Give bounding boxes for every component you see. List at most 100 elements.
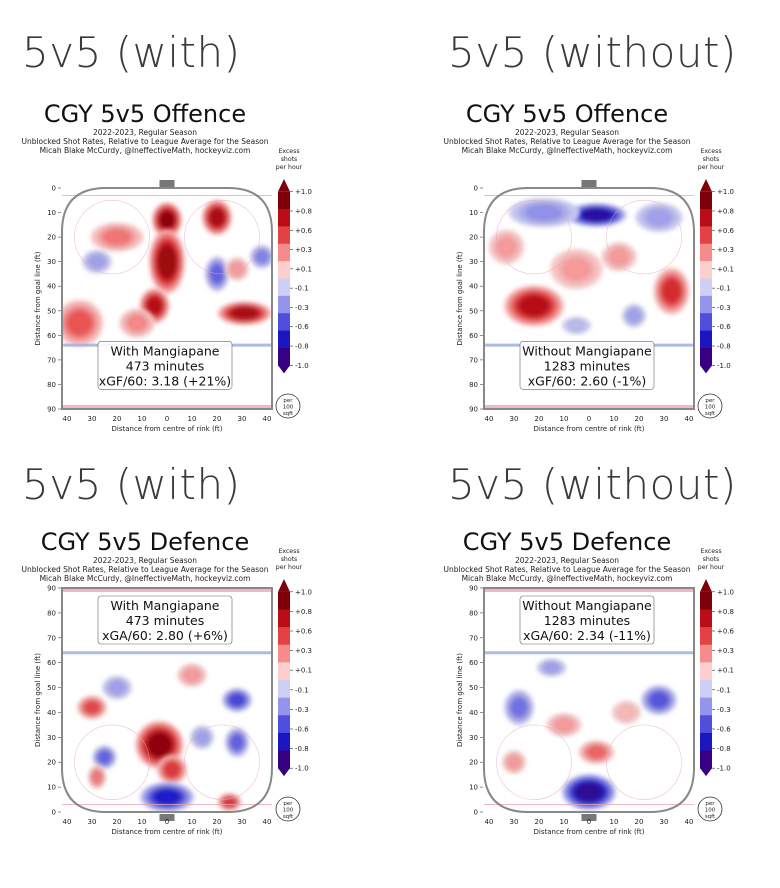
contour-line <box>616 704 637 721</box>
y-axis-label: Distance from goal line (ft) <box>456 653 464 747</box>
contour-line <box>603 243 635 270</box>
faceoff-circle <box>184 199 260 275</box>
hotspot <box>77 695 107 720</box>
faceoff-circle <box>606 724 682 800</box>
hotspot <box>62 299 104 347</box>
colorbar-segment <box>278 243 290 262</box>
contour-line <box>527 205 561 220</box>
contour-line <box>659 275 684 308</box>
colorbar-segment <box>700 680 712 699</box>
colorbar-label: -1.0 <box>717 765 731 773</box>
x-tick-label: 0 <box>587 818 591 826</box>
x-tick-label: 30 <box>88 415 97 423</box>
x-tick-label: 20 <box>113 818 122 826</box>
colorbar-label: +1.0 <box>717 588 734 596</box>
x-tick-label: 40 <box>63 415 72 423</box>
colorbar-segment <box>278 278 290 297</box>
colorbar-label: +1.0 <box>295 588 312 596</box>
unit-label: sqft <box>705 411 716 417</box>
hotspot <box>536 658 567 677</box>
chart-subtitle-2: Unblocked Shot Rates, Relative to League… <box>443 137 691 146</box>
contour-line <box>642 207 676 228</box>
hotspot-contour <box>511 698 527 717</box>
faceoff-circle <box>74 199 150 275</box>
contour-line <box>158 246 176 277</box>
contour-line <box>184 669 200 681</box>
chart-title: CGY 5v5 Defence <box>40 528 250 556</box>
contour-line <box>508 695 530 720</box>
contour-line <box>92 771 102 783</box>
unit-label: 100 <box>283 405 294 411</box>
contour-line <box>498 238 515 256</box>
faceoff-circle <box>74 724 150 800</box>
colorbar-title: shots <box>281 156 298 163</box>
colorbar-title: per hour <box>698 564 725 571</box>
goal-net <box>581 814 597 821</box>
y-tick-label: 90 <box>47 585 56 593</box>
y-tick-label: 10 <box>469 209 478 217</box>
contour-line <box>647 210 671 225</box>
y-tick-label: 90 <box>469 406 478 414</box>
y-tick-label: 40 <box>469 709 478 717</box>
colorbar-segment <box>700 330 712 349</box>
hotspot-contour <box>84 701 100 714</box>
contour-line <box>650 692 668 708</box>
hotspot-contour <box>575 783 603 802</box>
contour-line <box>209 209 225 226</box>
colorbar-top-cap <box>278 179 290 192</box>
colorbar-title: per hour <box>276 164 303 171</box>
hotspot-contour <box>628 309 640 322</box>
unit-label: sqft <box>283 411 294 417</box>
hotspot-contour <box>569 321 584 330</box>
colorbar-label: +0.6 <box>295 628 313 636</box>
y-tick-label: 10 <box>469 784 478 792</box>
contour-line <box>159 211 175 229</box>
hotspot-contour <box>147 297 162 315</box>
faceoff-circle <box>606 199 682 275</box>
contour-line <box>256 251 268 263</box>
colorbar-label: -0.3 <box>717 706 731 714</box>
hotspot-contour <box>544 663 559 673</box>
contour-line <box>663 280 680 303</box>
contour-line <box>191 726 213 748</box>
info-box <box>97 595 233 645</box>
hotspot <box>502 750 526 775</box>
info-line: Without Mangiapane <box>522 598 652 613</box>
colorbar-label: +0.1 <box>295 667 312 675</box>
contour-line <box>121 309 153 337</box>
colorbar-label: -0.1 <box>717 285 731 293</box>
colorbar-segment <box>700 313 712 332</box>
hotspot-contour <box>98 751 111 764</box>
contour-line <box>221 795 238 809</box>
info-line: xGF/60: 2.60 (-1%) <box>528 373 646 388</box>
colorbar-segment <box>700 732 712 752</box>
contour-line <box>511 699 527 716</box>
hotspot-contour <box>610 249 628 265</box>
colorbar-segment <box>278 750 290 769</box>
chart-subtitle-1: 2022-2023, Regular Season <box>514 128 620 137</box>
x-tick-label: 10 <box>188 818 197 826</box>
contour-line <box>513 291 555 320</box>
hotspot <box>222 688 252 712</box>
contour-line <box>226 729 248 756</box>
info-line: 473 minutes <box>126 613 204 628</box>
section-heading: 5v5 (with) <box>22 28 241 77</box>
y-tick-label: 80 <box>47 609 56 617</box>
faceoff-circle <box>184 724 260 800</box>
x-tick-label: 30 <box>510 415 519 423</box>
unit-label: per <box>283 398 293 404</box>
colorbar-label: +0.3 <box>295 647 312 655</box>
contour-line <box>98 751 111 763</box>
x-tick-label: 40 <box>63 818 72 826</box>
colorbar-label: +0.1 <box>717 265 734 273</box>
colorbar-segment <box>278 191 290 210</box>
hotspot-contour <box>619 706 634 719</box>
hotspot <box>225 727 249 758</box>
x-axis-label: Distance from centre of rink (ft) <box>112 828 223 836</box>
chart-subtitle-2: Unblocked Shot Rates, Relative to League… <box>21 565 269 574</box>
info-box <box>97 341 233 390</box>
hotspot-contour <box>184 669 200 682</box>
contour-line <box>643 686 675 714</box>
x-tick-label: 30 <box>238 415 247 423</box>
x-tick-label: 0 <box>165 415 169 423</box>
